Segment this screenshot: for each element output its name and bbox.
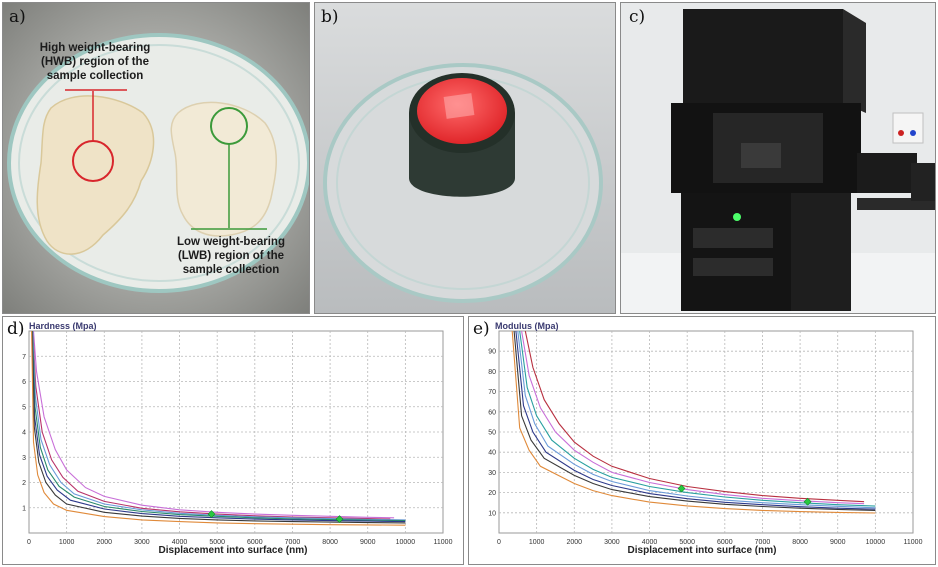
modulus-marker-point (677, 484, 686, 493)
modulus-y-tick-label: 40 (488, 450, 496, 457)
modulus-series-line-s7 (511, 331, 876, 514)
modulus-y-tick-label: 10 (488, 510, 496, 517)
hardness-series-line-s3 (32, 331, 406, 521)
modulus-chart-title: Modulus (Mpa) (495, 321, 559, 331)
modulus-chart-svg: 0 1000 2000 3000 4000 5000 6000 7000 8000 9000 100… (488, 330, 923, 546)
hardness-series-line-s1 (32, 331, 395, 519)
hardness-marker-point (207, 510, 216, 518)
hardness-x-tick-label: 7000 (285, 539, 301, 546)
panel-d-label: d) (7, 319, 25, 339)
panel-d-hardness-chart: 0 1000 2000 3000 4000 5000 6000 7000 8000 9000 100… (2, 316, 464, 565)
panel-c-photo: c) (620, 2, 936, 314)
lwb-annotation: Low weight-bearing (LWB) region of the s… (161, 235, 301, 277)
hardness-chart-title: Hardness (Mpa) (29, 321, 97, 331)
hardness-y-tick-label: 1 (22, 505, 26, 512)
hardness-x-tick-label: 6000 (247, 539, 263, 546)
modulus-y-tick-label: 50 (488, 430, 496, 437)
hardness-x-tick-label: 11000 (434, 539, 453, 546)
modulus-y-tick-label: 60 (488, 409, 496, 416)
modulus-y-tick-label: 90 (488, 349, 496, 356)
hardness-y-tick-label: 3 (22, 455, 26, 462)
lwb-line-2: (LWB) region of the (177, 250, 285, 262)
modulus-series-line-s5 (515, 331, 876, 510)
modulus-x-tick-label: 10000 (866, 539, 886, 546)
lwb-line-1: Low weight-bearing (177, 236, 285, 248)
modulus-series-line-s4 (517, 331, 876, 509)
modulus-x-axis-label: Displacement into surface (nm) (627, 545, 777, 556)
modulus-series-line-s2 (521, 331, 865, 505)
modulus-x-tick-label: 6000 (717, 539, 733, 546)
modulus-x-tick-label: 7000 (755, 539, 771, 546)
modulus-x-tick-label: 1000 (529, 539, 545, 546)
hardness-series-line-s4 (31, 331, 406, 522)
modulus-x-tick-label: 9000 (830, 539, 846, 546)
panel-c-label: c) (629, 7, 646, 27)
hardness-x-tick-label: 2000 (96, 539, 112, 546)
hardness-x-tick-label: 4000 (172, 539, 188, 546)
modulus-y-tick-label: 80 (488, 369, 496, 376)
hwb-line-1: High weight-bearing (39, 42, 151, 54)
hardness-y-tick-label: 5 (22, 404, 26, 411)
lwb-line-3: sample collection (182, 264, 280, 276)
modulus-series-line-s6 (513, 331, 876, 511)
modulus-x-tick-label: 3000 (604, 539, 620, 546)
hardness-x-tick-label: 0 (27, 539, 31, 546)
hardness-x-tick-label: 10000 (396, 539, 416, 546)
hardness-series-line-s5 (31, 331, 406, 523)
modulus-x-tick-label: 8000 (792, 539, 808, 546)
modulus-series-line-s3 (519, 331, 876, 507)
hardness-marker-point (335, 515, 344, 524)
modulus-series-group (511, 331, 876, 514)
hardness-x-tick-label: 3000 (134, 539, 150, 546)
hardness-series-line-s2 (32, 331, 391, 520)
modulus-x-tick-label: 2000 (566, 539, 582, 546)
hardness-chart-svg: 0 1000 2000 3000 4000 5000 6000 7000 8000 9000 100… (22, 330, 453, 546)
panel-b-label: b) (321, 7, 339, 27)
hardness-x-tick-label: 1000 (59, 539, 75, 546)
hardness-y-tick-label: 7 (22, 354, 26, 361)
hardness-x-tick-label: 8000 (322, 539, 338, 546)
hwb-line-2: (HWB) region of the (41, 56, 149, 68)
hardness-x-tick-label: 5000 (209, 539, 225, 546)
modulus-x-tick-label: 11000 (904, 539, 923, 546)
hardness-x-tick-label: 9000 (360, 539, 376, 546)
modulus-x-tick-label: 0 (497, 539, 501, 546)
modulus-y-tick-label: 20 (488, 490, 496, 497)
hardness-y-tick-label: 4 (22, 430, 26, 437)
hardness-series-group (31, 331, 406, 526)
panel-e-label: e) (473, 319, 490, 339)
hardness-y-tick-label: 2 (22, 480, 26, 487)
petri-dish-samples-illustration (3, 3, 309, 313)
modulus-y-tick-label: 30 (488, 470, 496, 477)
modulus-y-tick-label: 70 (488, 389, 496, 396)
hwb-line-3: sample collection (46, 70, 144, 82)
hardness-series-line-s6 (31, 331, 406, 524)
panel-b-photo: b) (314, 2, 616, 314)
panel-e-modulus-chart: 0 1000 2000 3000 4000 5000 6000 7000 8000 9000 100… (468, 316, 936, 565)
sample-holder-illustration (315, 3, 615, 313)
hwb-annotation: High weight-bearing (HWB) region of the … (25, 41, 165, 83)
panel-a-photo: a) High weight-bearing (HWB) region of t… (2, 2, 310, 314)
panel-a-label: a) (9, 7, 26, 27)
hardness-x-axis-label: Displacement into surface (nm) (158, 545, 308, 556)
hardness-y-tick-label: 6 (22, 379, 26, 386)
modulus-x-tick-label: 5000 (679, 539, 695, 546)
nanoindenter-instrument-illustration (621, 3, 935, 313)
hardness-series-line-s7 (31, 331, 406, 526)
modulus-marker-point (803, 497, 812, 506)
modulus-x-tick-label: 4000 (642, 539, 658, 546)
modulus-series-line-s1 (524, 331, 865, 503)
